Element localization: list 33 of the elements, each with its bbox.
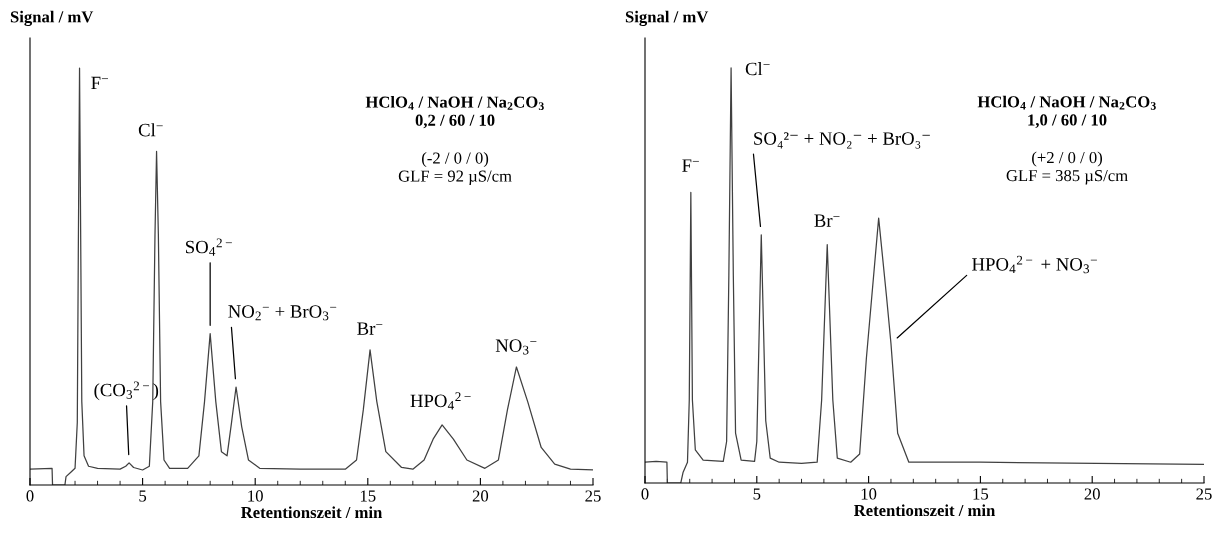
x-tick-label: 25 [585,490,601,502]
annotation: SO$_{4}$$^{2−}$ [186,238,232,256]
annotation: NO$_{2}$$^{−}$ + BrO$_{3}$$^{−}$ [228,305,337,321]
y-axis-title: Signal / mV [625,10,709,26]
x-tick-label: 10 [248,490,263,502]
x-tick-label: 5 [139,490,147,502]
chart-title: HClO$_{4}$ / NaOH / Na$_{2}$CO$_{3}$ 1,0 / 60 / 10 [977,95,1156,128]
annotation: (CO$_{3}$$^{2−}$) [94,381,159,401]
annotation: F$^{−}$ [91,76,108,90]
x-axis-title: Retentionszeit / min [240,506,383,519]
x-tick-label: 15 [973,488,989,500]
annotation: Cl$^{−}$ [745,62,770,76]
text: (-2 / 0 / 0) GLF = 92 µS/cm [398,151,512,186]
annotation: SO₄²⁻ + NO₂⁻ + BrO₃⁻ [754,132,930,149]
text: (+2 / 0 / 0) GLF = 385 µS/cm [1006,151,1128,185]
x-tick-label: 5 [753,488,761,500]
chart-title: HClO$_{4}$ / NaOH / Na$_{2}$CO$_{3}$ 0,2 / 60 / 10 [365,96,544,129]
annotation: Br$^{−}$ [357,322,383,335]
annotation: NO$_{3}$$^{−}$ [495,339,537,355]
annotation: Cl$^{−}$ [138,123,163,137]
annotation: HPO$_{4}$$^{2−}$ [410,392,471,410]
x-tick-label: 25 [1196,488,1212,500]
x-tick-label: 10 [861,488,877,500]
annotation: Br$^{−}$ [814,214,840,227]
x-tick-label: 20 [1084,488,1100,500]
x-tick-label: 0 [26,490,34,502]
annotation: F$^{−}$ [682,159,699,172]
x-tick-label: 15 [360,490,376,502]
x-axis-title: Retentionszeit / min [853,504,996,517]
annotation: HPO$_{4}$$^{2−}$ + NO$_{3}$$^{−}$ [972,255,1097,274]
x-tick-label: 20 [472,490,489,502]
y-axis-title: Signal / mV [10,10,94,26]
x-tick-label: 0 [641,488,649,500]
